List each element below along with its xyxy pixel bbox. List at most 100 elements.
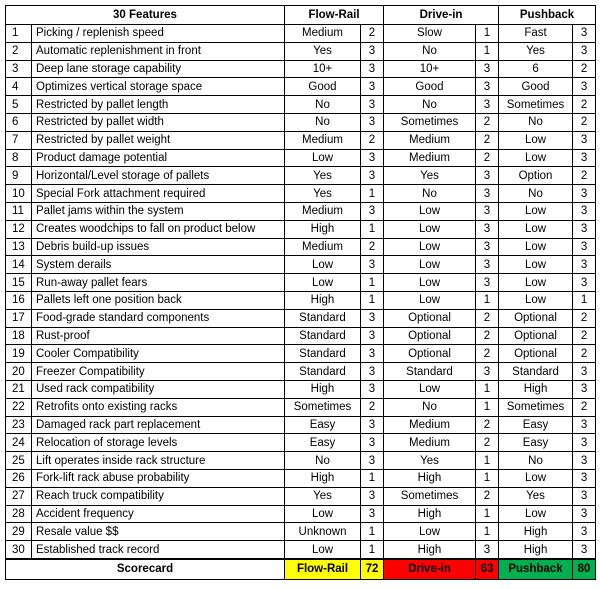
feature-name: Optimizes vertical storage space <box>31 77 285 97</box>
row-number: 28 <box>5 504 32 524</box>
row-number: 17 <box>5 308 32 328</box>
pushback-score: 2 <box>572 112 597 132</box>
row-number: 10 <box>5 184 32 203</box>
row-number: 21 <box>5 379 32 399</box>
pushback-score: 3 <box>572 362 597 381</box>
flow-rail-score: 3 <box>360 379 384 399</box>
flow-rail-score: 1 <box>360 468 384 488</box>
drive-in-value: High <box>383 504 476 524</box>
pushback-score: 2 <box>572 308 597 328</box>
feature-name: Cooler Compatibility <box>31 344 285 364</box>
flow-rail-score: 3 <box>360 166 384 186</box>
row-number: 22 <box>5 397 32 417</box>
feature-name: Damaged rack part replacement <box>31 415 285 435</box>
flow-rail-score: 3 <box>360 148 384 168</box>
pushback-value: No <box>498 184 574 203</box>
pushback-value: Good <box>498 77 574 97</box>
table-row: 24 Relocation of storage levels Easy 3 Mediu… <box>5 433 597 453</box>
flow-rail-score: 1 <box>360 184 384 203</box>
row-number: 26 <box>5 468 32 488</box>
drive-in-score: 1 <box>474 24 500 43</box>
drive-in-value: High <box>383 540 476 560</box>
row-number: 7 <box>5 130 32 150</box>
drive-in-value: Yes <box>383 166 476 186</box>
pushback-score: 3 <box>572 273 597 292</box>
flow-rail-value: Medium <box>284 130 361 150</box>
feature-name: Debris build-up issues <box>31 237 285 257</box>
drive-in-score: 3 <box>474 77 500 97</box>
flow-rail-score: 2 <box>360 130 384 150</box>
flow-rail-value: Low <box>284 540 361 560</box>
pushback-score: 3 <box>572 255 597 275</box>
flow-rail-score: 3 <box>360 451 384 470</box>
flow-rail-score: 3 <box>360 77 384 97</box>
table-row: 25 Lift operates inside rack structure No 3… <box>5 451 597 470</box>
drive-in-score: 3 <box>474 95 500 114</box>
flow-rail-value: High <box>284 468 361 488</box>
row-number: 27 <box>5 486 32 506</box>
flow-rail-score: 3 <box>360 415 384 435</box>
flow-rail-score: 2 <box>360 237 384 257</box>
feature-name: Relocation of storage levels <box>31 433 285 453</box>
row-number: 20 <box>5 362 32 381</box>
scorecard-pushback-label: Pushback <box>498 557 574 580</box>
drive-in-score: 3 <box>474 59 500 79</box>
feature-comparison-table: 30 Features Flow-Rail Drive-in Pushback … <box>5 5 597 580</box>
flow-rail-score: 1 <box>360 540 384 560</box>
feature-name: Fork-lift rack abuse probability <box>31 468 285 488</box>
drive-in-value: Low <box>383 201 476 221</box>
feature-name: Retrofits onto existing racks <box>31 397 285 417</box>
drive-in-value: Medium <box>383 415 476 435</box>
table-row: 22 Retrofits onto existing racks Sometimes… <box>5 397 597 417</box>
table-row: 18 Rust-proof Standard 3 Optional 2 Optional 2 <box>5 326 597 346</box>
row-number: 25 <box>5 451 32 470</box>
drive-in-score: 3 <box>474 184 500 203</box>
pushback-score: 3 <box>572 41 597 61</box>
feature-name: Automatic replenishment in front <box>31 41 285 61</box>
row-number: 24 <box>5 433 32 453</box>
flow-rail-value: Low <box>284 255 361 275</box>
drive-in-value: Low <box>383 255 476 275</box>
pushback-score: 3 <box>572 379 597 399</box>
drive-in-score: 2 <box>474 326 500 346</box>
row-number: 29 <box>5 522 32 542</box>
drive-in-score: 2 <box>474 433 500 453</box>
drive-in-value: Medium <box>383 148 476 168</box>
pushback-value: No <box>498 451 574 470</box>
flow-rail-header: Flow-Rail <box>284 5 384 25</box>
flow-rail-value: Low <box>284 504 361 524</box>
row-number: 16 <box>5 290 32 310</box>
drive-in-value: Sometimes <box>383 112 476 132</box>
pushback-value: Standard <box>498 362 574 381</box>
flow-rail-value: Low <box>284 148 361 168</box>
flow-rail-value: Unknown <box>284 522 361 542</box>
pushback-score: 3 <box>572 24 597 43</box>
drive-in-value: Low <box>383 379 476 399</box>
row-number: 1 <box>5 24 32 43</box>
pushback-score: 3 <box>572 184 597 203</box>
flow-rail-value: Yes <box>284 41 361 61</box>
drive-in-value: Good <box>383 77 476 97</box>
table-row: 5 Restricted by pallet length No 3 No 3 Someti… <box>5 95 597 114</box>
header-row: 30 Features Flow-Rail Drive-in Pushback <box>5 5 597 25</box>
feature-name: Product damage potential <box>31 148 285 168</box>
row-number: 14 <box>5 255 32 275</box>
drive-in-value: No <box>383 95 476 114</box>
feature-name: Resale value $$ <box>31 522 285 542</box>
flow-rail-score: 3 <box>360 344 384 364</box>
feature-name: Rust-proof <box>31 326 285 346</box>
drive-in-score: 3 <box>474 201 500 221</box>
row-number: 19 <box>5 344 32 364</box>
scorecard-pushback-total: 80 <box>572 557 597 580</box>
drive-in-value: Optional <box>383 326 476 346</box>
feature-name: Restricted by pallet weight <box>31 130 285 150</box>
pushback-value: Optional <box>498 344 574 364</box>
pushback-value: High <box>498 379 574 399</box>
row-number: 30 <box>5 540 32 560</box>
flow-rail-score: 1 <box>360 522 384 542</box>
feature-name: Picking / replenish speed <box>31 24 285 43</box>
flow-rail-score: 3 <box>360 308 384 328</box>
table-row: 27 Reach truck compatibility Yes 3 Sometimes… <box>5 486 597 506</box>
pushback-score: 2 <box>572 397 597 417</box>
flow-rail-score: 1 <box>360 290 384 310</box>
